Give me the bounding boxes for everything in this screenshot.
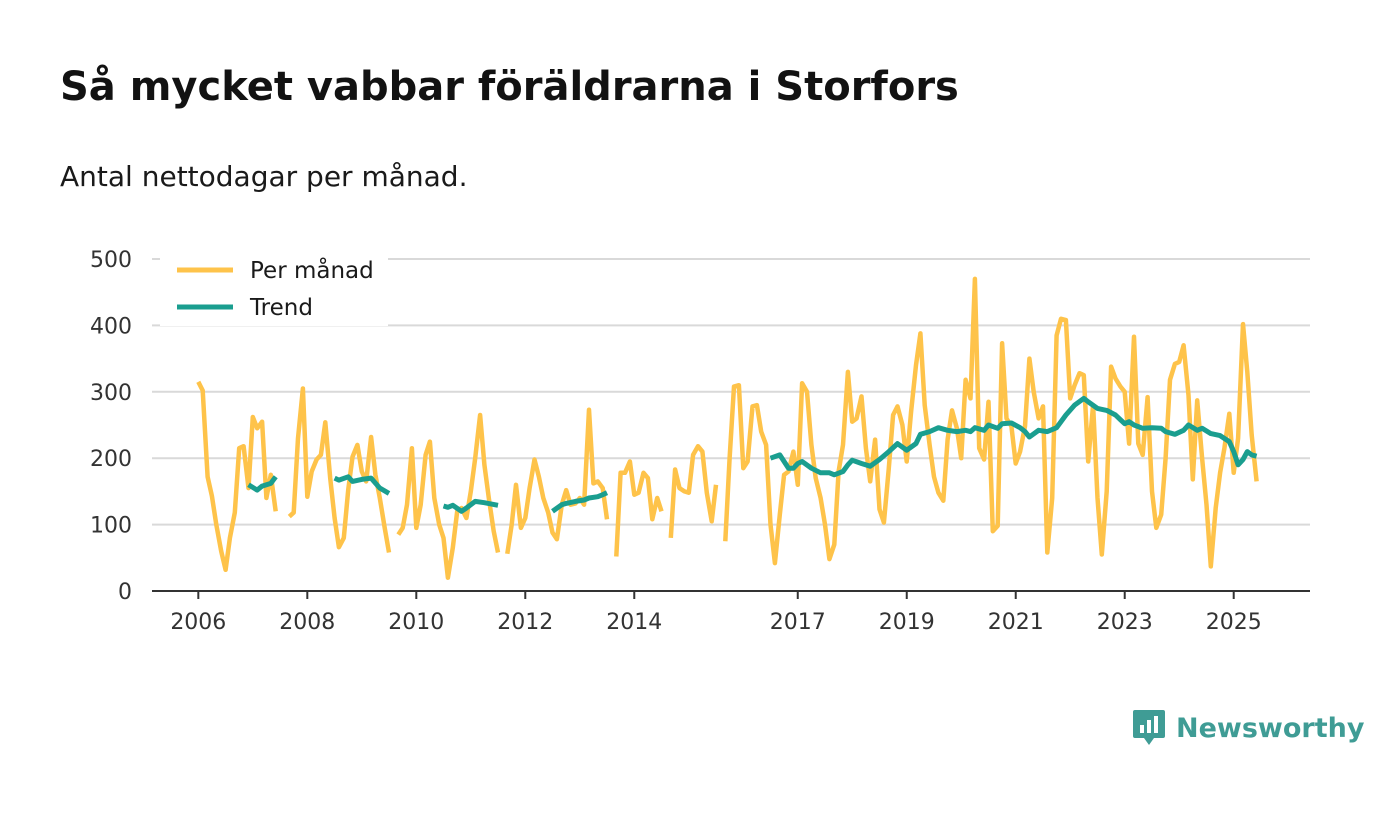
x-tick-label: 2010	[388, 610, 444, 635]
x-tick-label: 2014	[606, 610, 662, 635]
series-line-per-manad	[287, 386, 392, 553]
series-line-trend	[551, 490, 609, 514]
x-tick-label: 2019	[879, 610, 935, 635]
chart-title: Så mycket vabbar föräldrarna i Storfors	[60, 64, 959, 110]
series-line-trend	[442, 498, 499, 514]
x-tick-label: 2025	[1206, 610, 1262, 635]
y-tick-label: 400	[90, 314, 132, 339]
y-tick-label: 200	[90, 447, 132, 472]
legend-label: Trend	[249, 295, 313, 321]
newsworthy-logo-icon	[1133, 710, 1165, 745]
y-tick-label: 300	[90, 381, 132, 406]
legend-label: Per månad	[250, 256, 374, 284]
y-tick-label: 500	[90, 248, 132, 273]
series-line-per-manad	[668, 443, 719, 539]
series-line-per-manad	[505, 407, 610, 555]
x-tick-label: 2008	[279, 610, 335, 635]
series-line-trend	[333, 474, 391, 496]
series-line-trend	[247, 475, 278, 493]
legend: Per månad Trend	[160, 250, 388, 326]
newsworthy-brand[interactable]: Newsworthy	[1132, 708, 1364, 748]
series-line-per-manad	[614, 459, 664, 557]
chart-subtitle: Antal nettodagar per månad.	[60, 160, 468, 193]
series-line-per-manad	[396, 412, 501, 580]
series-line-trend	[769, 395, 1258, 478]
brand-name: Newsworthy	[1176, 712, 1365, 744]
y-tick-label: 0	[118, 580, 132, 605]
series-line-per-manad	[196, 380, 278, 573]
x-tick-label: 2023	[1097, 610, 1153, 635]
x-tick-label: 2017	[770, 610, 826, 635]
legend-background	[160, 250, 388, 326]
axes: 0 100 200 300 400 500 2006 2008 2010 2012 2014 2017…	[90, 248, 1310, 635]
x-tick-label: 2006	[170, 610, 226, 635]
y-tick-label: 100	[90, 514, 132, 539]
x-tick-label: 2021	[988, 610, 1044, 635]
series-lines	[196, 276, 1259, 580]
x-tick-label: 2012	[497, 610, 553, 635]
series-line-per-manad	[723, 276, 1259, 569]
